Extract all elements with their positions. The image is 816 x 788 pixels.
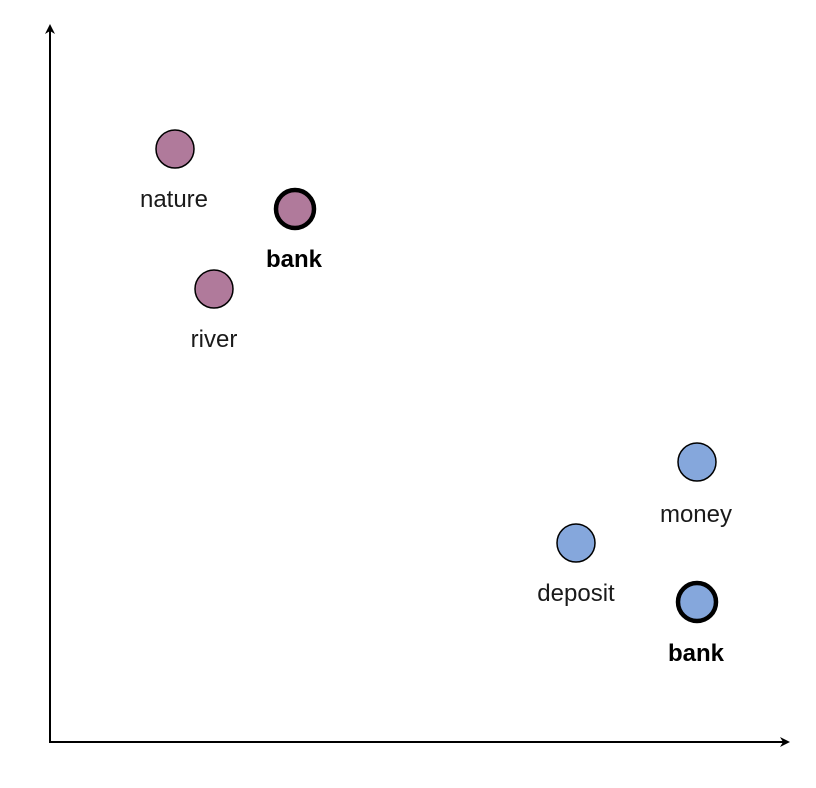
point-bank-nature: bank [266,187,323,273]
point-bank-nature-label: bank [266,246,323,273]
point-bank-finance: bank [668,580,725,667]
point-money-marker [677,442,717,482]
point-deposit: deposit [537,523,615,607]
point-bank-finance-marker [675,580,719,624]
point-nature: nature [140,129,208,213]
point-bank-finance-label: bank [668,640,725,667]
point-money-label: money [660,501,732,528]
point-money: money [660,442,732,528]
point-deposit-label: deposit [537,580,615,607]
point-bank-nature-marker [273,187,317,231]
point-deposit-marker [556,523,596,563]
point-nature-marker [155,129,195,169]
point-river-marker [194,269,234,309]
point-river: river [191,269,238,353]
point-river-label: river [191,326,238,353]
point-nature-label: nature [140,186,208,213]
